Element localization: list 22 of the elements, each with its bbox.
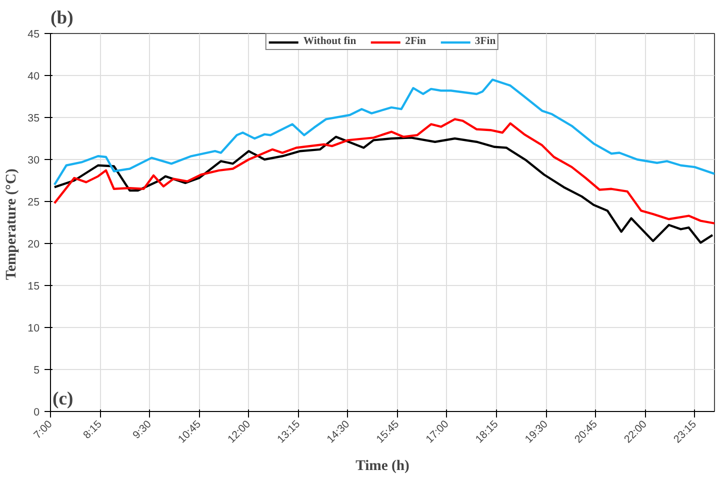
- legend-label: 2Fin: [405, 36, 426, 47]
- line-series: [53, 136, 714, 244]
- y-tick-label: 40: [28, 70, 40, 82]
- y-tick-label: 15: [28, 280, 40, 292]
- y-tick-label: 10: [28, 322, 40, 334]
- y-tick-label: 0: [34, 406, 40, 418]
- line-series: [53, 78, 714, 186]
- y-axis-title: Temperature (°C): [4, 168, 20, 280]
- y-tick-label: 30: [28, 154, 40, 166]
- chart-title: (b): [50, 8, 74, 28]
- y-tick-label: 25: [28, 196, 40, 208]
- y-tick-label: 5: [34, 364, 40, 376]
- x-axis-title: Time (h): [356, 458, 410, 474]
- line-series: [53, 118, 714, 224]
- legend-label: Without fin: [303, 36, 356, 47]
- y-tick-label: 45: [28, 28, 40, 40]
- y-tick-label: 20: [28, 238, 40, 250]
- annotation: (c): [52, 388, 74, 410]
- y-tick-label: 35: [28, 112, 40, 124]
- x-tick-label: 9:30: [130, 418, 154, 442]
- x-tick-label: 7:00: [32, 418, 55, 442]
- legend-label: 3Fin: [474, 36, 496, 47]
